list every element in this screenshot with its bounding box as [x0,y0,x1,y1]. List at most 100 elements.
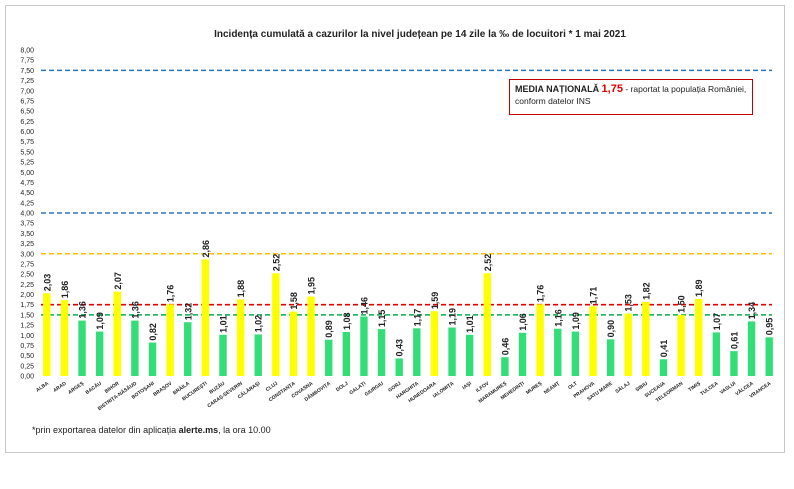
bar-value-label: 1,06 [518,313,528,331]
y-tick-label: 7,50 [20,68,34,75]
y-tick-label: 6,25 [20,119,34,126]
y-tick-label: 2,00 [20,292,34,299]
bar-value-label: 0,82 [148,323,158,341]
bar [518,332,527,376]
y-tick-label: 0,75 [20,343,34,350]
x-category-label: ARAD [52,381,68,394]
bar-value-label: 1,95 [307,277,317,295]
y-tick-label: 5,50 [20,149,34,156]
note-suffix: - raportat la populația României, [625,84,747,94]
x-category-label: BACĂU [84,380,103,396]
x-category-label: IAȘI [461,380,473,391]
bar [413,328,421,376]
bar [571,331,580,376]
bar [536,304,544,376]
bar-value-label: 2,07 [113,272,123,290]
bar-value-label: 0,95 [765,318,775,336]
bar [395,358,403,376]
bar [501,357,509,376]
y-tick-label: 7,75 [20,58,34,65]
x-category-label: MUREȘ [525,380,544,396]
bar [730,351,738,376]
y-tick-label: 0,50 [20,353,34,360]
bar [765,337,773,376]
bar-value-label: 1,82 [641,282,651,300]
bar-value-label: 1,88 [236,280,246,298]
x-category-label: GIURGIU [364,381,385,398]
bar-value-label: 1,34 [747,302,757,320]
reference-lines [41,69,772,316]
bar-value-label: 1,17 [412,309,422,327]
y-tick-label: 1,50 [20,312,34,319]
y-tick-label: 2,50 [20,272,34,279]
bar-value-label: 2,86 [201,240,211,258]
bar [448,327,456,376]
x-category-label: ALBA [35,381,50,394]
bar-value-label: 1,76 [166,285,176,303]
bar [325,339,333,376]
bar [606,339,615,376]
bar [78,320,86,376]
bar [184,322,192,376]
bar-value-label: 0,46 [500,338,510,356]
bar [589,306,597,376]
bar-value-label: 1,09 [571,312,581,330]
bar [747,321,756,376]
y-tick-label: 4,25 [20,200,34,207]
bar [465,334,474,376]
bar [712,332,721,376]
bar [43,293,51,376]
bar [695,298,703,376]
y-tick-label: 1,25 [20,323,34,330]
y-tick-label: 6,50 [20,109,34,116]
bars [43,259,773,376]
bar [430,311,439,376]
bar [166,304,174,376]
bar-value-label: 0,89 [324,320,334,338]
x-category-label: SĂLAJ [614,380,632,395]
x-category-label: OLT [567,381,578,391]
y-tick-label: 3,50 [20,231,34,238]
bar-value-label: 1,36 [130,301,140,319]
y-axis: 0,00 0,25 0,50 0,75 1,00 1,25 1,50 1,75 2,00 2,25… [20,48,34,381]
value-labels: 2,03 1,86 1,36 1,09 2,07 1,36 0,82 1,76 1,32 2,86… [42,240,774,357]
y-tick-label: 6,00 [20,129,34,136]
bar-value-label: 1,07 [712,313,722,331]
bar-value-label: 1,71 [589,287,599,305]
bar-value-label: 1,53 [624,294,634,312]
bar-value-label: 1,46 [359,297,369,315]
note-value: 1,75 [601,83,623,95]
y-tick-label: 5,25 [20,160,34,167]
x-category-label: BRAȘOV [152,380,174,398]
bar [677,314,685,376]
bar-value-label: 1,36 [78,301,88,319]
x-axis-labels: ALBA ARAD ARGEȘ BACĂU BIHORBISTRIȚA-NĂSĂUDBO… [35,380,773,413]
x-category-label: ARGEȘ [67,380,86,395]
footnote-prefix: *prin exportarea datelor din aplicația [32,425,177,435]
y-tick-label: 4,50 [20,190,34,197]
bar-value-label: 0,41 [659,340,669,358]
footnote: *prin exportarea datelor din aplicația a… [32,425,271,435]
y-tick-label: 7,00 [20,88,34,95]
bar [60,300,69,376]
bar-value-label: 1,59 [430,292,440,310]
bar [659,359,668,376]
bar [113,291,121,376]
y-tick-label: 3,00 [20,251,34,258]
note-line2: conform datelor INS [515,96,591,106]
bar [624,313,632,376]
x-category-label: TULCEA [699,381,719,398]
y-tick-label: 8,00 [20,48,34,55]
y-tick-label: 2,25 [20,282,34,289]
bar-value-label: 1,09 [95,312,105,330]
y-tick-label: 4,00 [20,211,34,218]
bar-value-label: 1,58 [289,292,299,310]
bar-value-label: 1,89 [694,279,704,297]
note-prefix: MEDIA NAȚIONALĂ [515,84,600,94]
bar-value-label: 1,15 [377,310,387,328]
y-tick-label: 6,75 [20,98,34,105]
bar-value-label: 1,01 [219,315,229,333]
bar [219,334,227,376]
y-tick-label: 5,75 [20,139,34,146]
y-tick-label: 0,00 [20,374,34,381]
